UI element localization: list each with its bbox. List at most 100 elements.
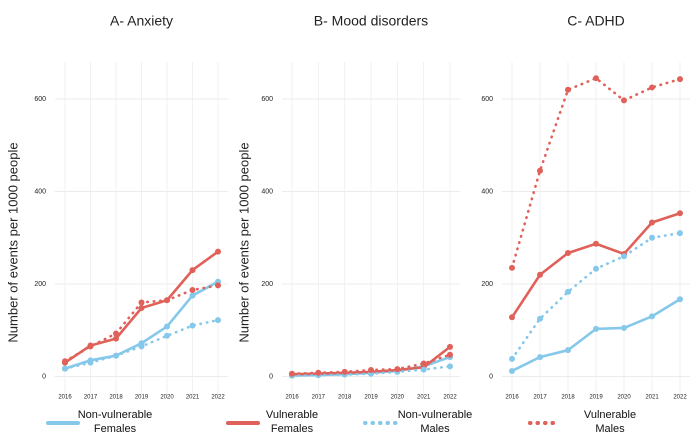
point	[565, 288, 571, 295]
y-tick-label: 200	[261, 281, 273, 288]
point	[649, 313, 655, 320]
y-axis-label: Number of events per 1000 people	[236, 142, 251, 342]
point	[537, 315, 543, 322]
point	[677, 296, 683, 303]
point	[447, 343, 453, 350]
x-tick-label: 2022	[673, 395, 687, 401]
point	[621, 97, 627, 104]
legend-label: Vulnerable Females	[265, 409, 319, 435]
legend-label: Non-vulnerable Females	[77, 409, 153, 435]
point	[649, 219, 655, 226]
point	[62, 365, 68, 372]
x-tick-label: 2019	[135, 395, 149, 401]
point	[537, 354, 543, 361]
point	[368, 367, 374, 374]
point	[537, 167, 543, 174]
x-tick-label: 2022	[443, 395, 457, 401]
x-tick-label: 2019	[589, 395, 603, 401]
point	[138, 299, 145, 306]
point	[677, 230, 683, 237]
point	[677, 210, 683, 217]
point	[189, 292, 196, 299]
point	[537, 271, 543, 278]
point	[113, 330, 119, 337]
y-tick-label: 0	[42, 373, 46, 380]
point	[649, 234, 655, 241]
x-tick-label: 2020	[617, 395, 631, 401]
point	[447, 351, 453, 358]
y-tick-label: 400	[481, 188, 493, 195]
x-tick-label: 2016	[285, 395, 299, 401]
x-tick-label: 2016	[58, 395, 72, 401]
point	[164, 332, 170, 339]
chart-title: A- Anxiety	[110, 13, 173, 29]
x-tick-label: 2017	[312, 395, 326, 401]
point	[621, 324, 627, 331]
point	[677, 76, 683, 83]
point	[565, 347, 571, 354]
y-tick-label: 0	[489, 373, 493, 380]
point	[164, 297, 170, 304]
point	[420, 360, 427, 367]
point	[189, 322, 196, 329]
point	[62, 358, 68, 365]
point	[315, 369, 322, 376]
point	[189, 267, 196, 274]
point	[509, 314, 515, 321]
point	[509, 355, 515, 362]
point	[215, 282, 221, 289]
x-tick-label: 2018	[338, 395, 352, 401]
point	[189, 287, 196, 294]
x-tick-label: 2018	[109, 395, 123, 401]
point	[593, 265, 599, 272]
y-tick-label: 0	[269, 373, 273, 380]
x-tick-label: 2019	[364, 395, 378, 401]
x-tick-label: 2021	[186, 395, 200, 401]
chart-title: C- ADHD	[567, 13, 625, 29]
y-tick-label: 200	[481, 281, 493, 288]
y-tick-label: 400	[261, 188, 273, 195]
y-tick-label: 400	[34, 188, 46, 195]
point	[565, 86, 571, 93]
legend-label: Vulnerable Males	[583, 409, 637, 435]
point	[164, 323, 170, 330]
point	[394, 366, 401, 373]
chart-title: B- Mood disorders	[314, 13, 428, 29]
x-tick-label: 2021	[645, 395, 659, 401]
x-tick-label: 2022	[211, 395, 225, 401]
point	[593, 75, 599, 82]
point	[289, 370, 295, 377]
y-tick-label: 600	[481, 96, 493, 103]
x-tick-label: 2020	[391, 395, 405, 401]
point	[420, 366, 427, 373]
point	[138, 343, 145, 350]
point	[113, 335, 119, 342]
point	[621, 253, 627, 260]
point	[649, 84, 655, 91]
point	[215, 248, 221, 255]
x-tick-label: 2017	[533, 395, 547, 401]
y-tick-label: 600	[261, 96, 273, 103]
x-tick-label: 2016	[505, 395, 519, 401]
point	[593, 240, 599, 247]
x-tick-label: 2018	[561, 395, 575, 401]
point	[138, 305, 145, 312]
x-tick-label: 2017	[84, 395, 98, 401]
point	[87, 359, 94, 366]
point	[509, 264, 515, 271]
x-tick-label: 2020	[160, 395, 174, 401]
legend-label: Non-vulnerable Males	[397, 409, 473, 435]
y-tick-label: 200	[34, 281, 46, 288]
point	[509, 367, 515, 374]
point	[87, 343, 94, 350]
point	[341, 368, 348, 375]
y-axis-label: Number of events per 1000 people	[5, 142, 20, 342]
y-tick-label: 600	[34, 96, 46, 103]
point	[447, 363, 453, 370]
point	[215, 317, 221, 324]
point	[593, 325, 599, 332]
point	[113, 352, 119, 359]
x-tick-label: 2021	[417, 395, 431, 401]
